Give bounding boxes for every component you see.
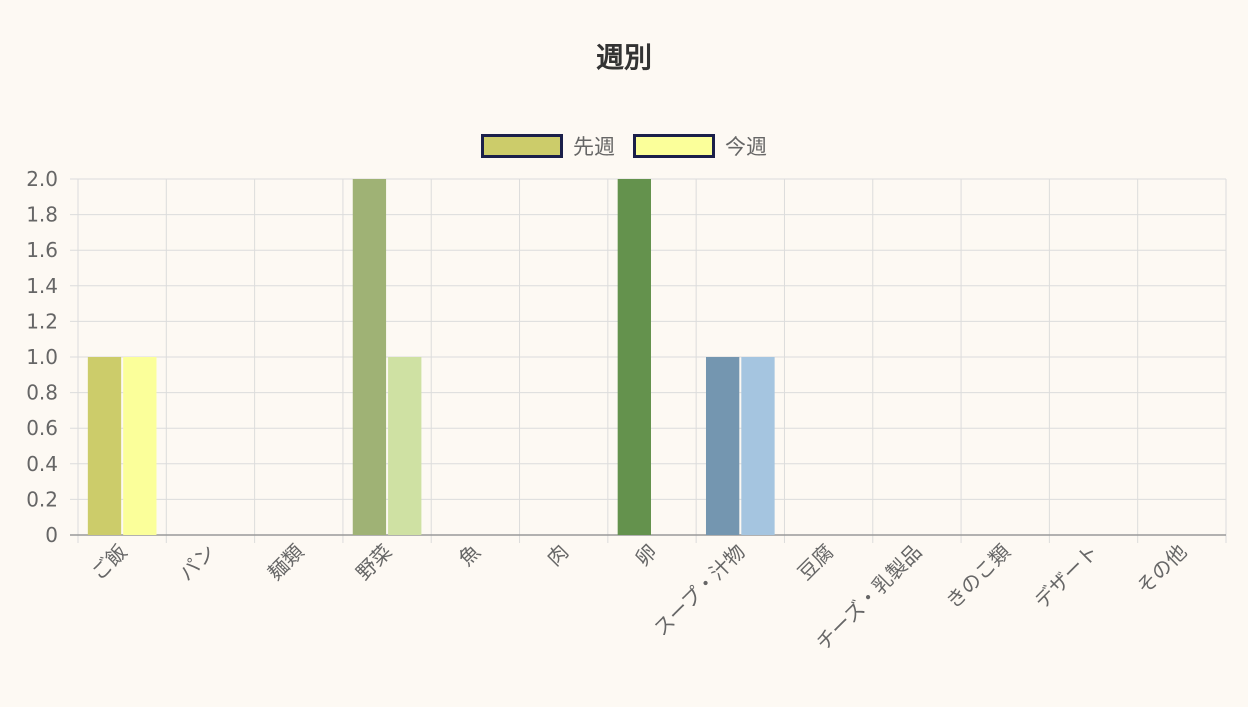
chart-title: 週別 [595, 41, 652, 74]
x-tick-label: パン [174, 540, 220, 586]
x-tick-label: 麺類 [263, 540, 308, 585]
bar [123, 357, 157, 535]
y-tick-label: 0.4 [26, 452, 58, 476]
legend-label-this-week: 今週 [725, 135, 767, 159]
x-tick-label: 肉 [542, 540, 573, 571]
y-tick-label: 1.0 [26, 345, 58, 369]
legend-item-this-week[interactable]: 今週 [633, 131, 767, 161]
x-tick-label: その他 [1132, 540, 1191, 599]
legend-swatch-this-week [633, 134, 715, 158]
x-tick-label: きのこ類 [941, 540, 1015, 614]
bar [741, 357, 775, 535]
legend-label-last-week: 先週 [573, 135, 615, 159]
y-tick-label: 2.0 [26, 167, 58, 191]
bar [388, 357, 422, 535]
legend-swatch-last-week [481, 134, 563, 158]
x-tick-label: 野菜 [351, 540, 396, 585]
x-tick-label: デザート [1030, 540, 1104, 614]
y-tick-label: 1.4 [26, 274, 58, 298]
bar [617, 179, 651, 535]
x-tick-label: 豆腐 [793, 540, 838, 585]
legend-item-last-week[interactable]: 先週 [481, 131, 615, 161]
x-tick-label: 魚 [454, 540, 485, 571]
bar [352, 179, 387, 535]
x-tick-label: スープ・汁物 [649, 540, 750, 641]
y-tick-label: 1.6 [26, 238, 58, 262]
x-tick-label: ご飯 [86, 540, 131, 585]
y-tick-label: 0.8 [26, 381, 58, 405]
y-tick-label: 0.2 [26, 487, 58, 511]
y-tick-label: 0.6 [26, 416, 58, 440]
bar [705, 357, 740, 535]
x-tick-label: 卵 [630, 540, 661, 571]
y-tick-label: 1.8 [26, 203, 58, 227]
y-tick-label: 0 [45, 523, 58, 547]
bar [87, 357, 122, 535]
legend: 先週 今週 [0, 131, 1248, 161]
y-tick-label: 1.2 [26, 309, 58, 333]
